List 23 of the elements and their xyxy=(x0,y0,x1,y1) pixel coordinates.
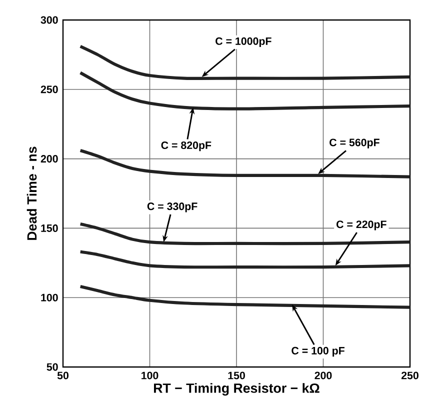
x-tick-label: 200 xyxy=(314,372,332,380)
line-series xyxy=(78,71,410,110)
y-axis-title: Dead Time - ns xyxy=(26,146,37,240)
y-tick-label: 50 xyxy=(46,363,58,371)
line-series xyxy=(78,284,410,309)
y-tick-label: 200 xyxy=(40,155,58,163)
x-tick-label: 250 xyxy=(401,372,418,380)
annotation: C = 820pF xyxy=(161,141,212,152)
annotation: C = 100 pF xyxy=(292,346,344,357)
y-tick-label: 250 xyxy=(40,86,58,94)
x-tick-label: 100 xyxy=(142,372,158,380)
line-series xyxy=(78,250,410,269)
y-tick-label: 100 xyxy=(41,294,58,302)
annotation: C = 220pF xyxy=(336,220,386,230)
x-tick-label: 50 xyxy=(57,372,68,380)
annotation: C = 330pF xyxy=(147,202,198,212)
x-axis-title: RT − Timing Resistor − kΩ xyxy=(154,383,320,396)
x-tick-label: 150 xyxy=(228,372,245,380)
y-tick-label: 150 xyxy=(41,224,58,232)
annotation: C = 1000pF xyxy=(216,37,272,48)
y-tick-label: 300 xyxy=(40,16,58,24)
annotation: C = 560pF xyxy=(330,138,380,148)
line-series xyxy=(78,222,410,246)
